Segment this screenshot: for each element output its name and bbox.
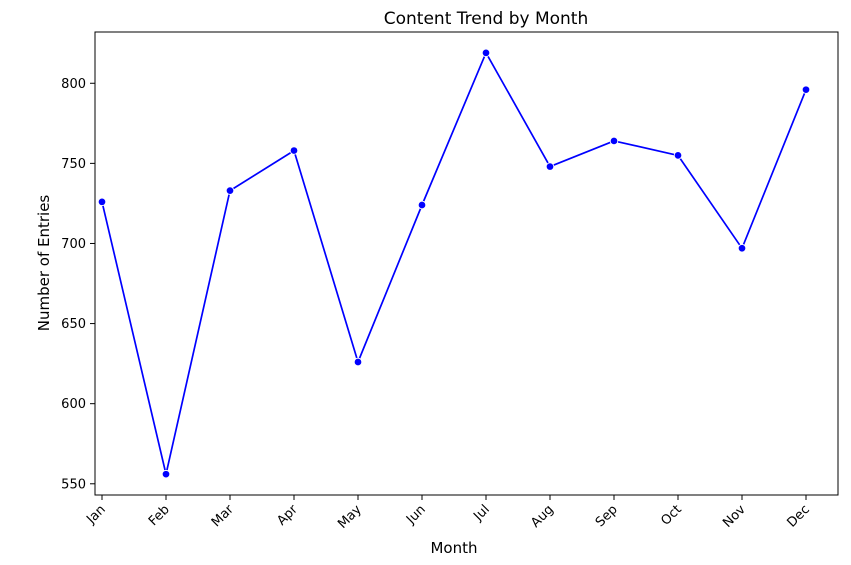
y-tick-label: 700 bbox=[61, 237, 86, 252]
data-point-jun bbox=[417, 200, 427, 210]
data-point-jan bbox=[97, 197, 107, 207]
data-point-aug bbox=[545, 162, 555, 171]
x-tick-label: Jul bbox=[470, 502, 492, 524]
data-point-oct bbox=[673, 151, 683, 160]
x-axis-label: Month bbox=[430, 539, 477, 557]
y-tick-label: 800 bbox=[61, 77, 86, 92]
y-axis-label: Number of Entries bbox=[35, 195, 53, 332]
y-tick-label: 650 bbox=[61, 317, 86, 332]
data-point-sep bbox=[609, 136, 619, 146]
x-tick-label: Dec bbox=[784, 502, 812, 530]
data-point-mar bbox=[225, 186, 235, 195]
chart-title: Content Trend by Month bbox=[384, 9, 588, 29]
x-tick-label: Oct bbox=[658, 502, 685, 529]
x-tick-label: May bbox=[335, 502, 365, 532]
x-tick-label: Mar bbox=[209, 502, 237, 530]
x-tick-label: Apr bbox=[274, 502, 301, 529]
y-tick-label: 600 bbox=[61, 397, 86, 412]
x-tick-label: Jun bbox=[403, 502, 429, 528]
y-tick-label: 550 bbox=[61, 477, 86, 492]
series-line bbox=[101, 51, 807, 476]
data-point-dec bbox=[801, 85, 811, 94]
x-tick-label: Jan bbox=[83, 502, 108, 527]
plot-frame bbox=[94, 31, 839, 496]
data-point-may bbox=[353, 357, 363, 367]
x-tick-label: Aug bbox=[528, 502, 557, 531]
x-tick-label: Nov bbox=[720, 502, 749, 531]
y-tick-label: 750 bbox=[61, 157, 86, 172]
axes: 550 600 650 700 750 800 Jan Feb Mar Apr May Jun Jul A… bbox=[61, 77, 813, 532]
data-point-apr bbox=[289, 146, 299, 155]
data-series bbox=[97, 48, 811, 479]
data-point-feb bbox=[161, 469, 171, 479]
x-tick-label: Feb bbox=[146, 502, 173, 529]
data-point-nov bbox=[737, 244, 747, 253]
data-point-jul bbox=[481, 48, 491, 58]
x-tick-label: Sep bbox=[593, 502, 621, 530]
